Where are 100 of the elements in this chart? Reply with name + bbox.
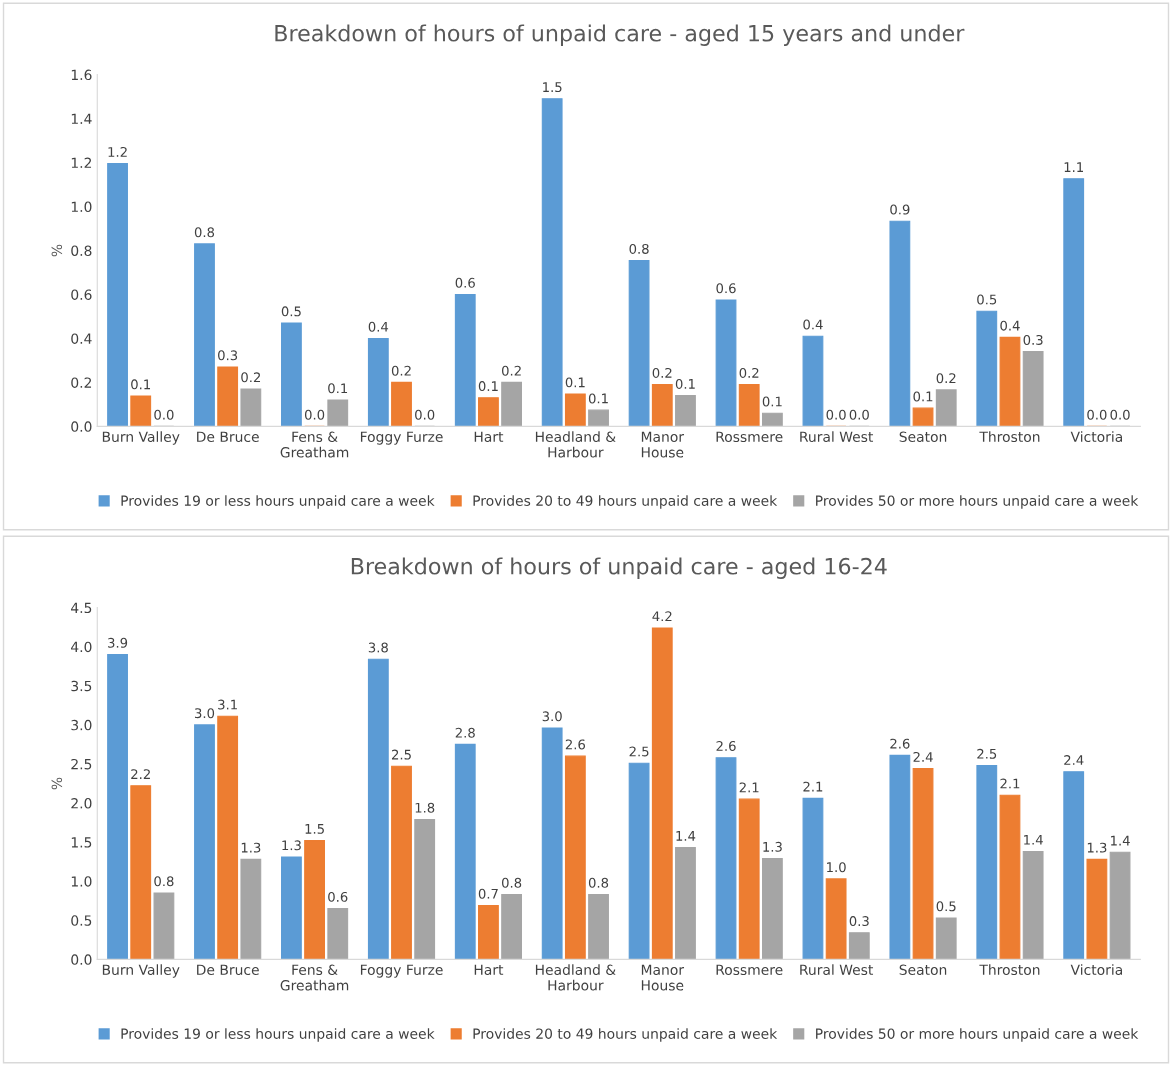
data-label: 0.6 xyxy=(328,891,348,902)
y-tick-label: 3.5 xyxy=(71,680,92,692)
x-tick-label: Foggy Furze xyxy=(360,431,443,445)
data-label: 0.7 xyxy=(478,888,498,899)
data-label: 3.0 xyxy=(542,711,562,722)
data-label: 1.4 xyxy=(676,831,696,841)
data-label: 0.1 xyxy=(913,391,933,402)
y-tick-label: 4.0 xyxy=(71,641,92,653)
data-label: 4.2 xyxy=(652,611,672,622)
y-tick-label: 4.5 xyxy=(71,602,92,614)
data-label: 0.8 xyxy=(629,243,649,254)
data-label: 1.8 xyxy=(415,802,435,813)
data-label: 0.1 xyxy=(565,377,585,388)
y-tick-label: 1.4 xyxy=(71,113,92,124)
y-tick-label: 0.0 xyxy=(71,954,92,965)
y-tick-label: 0.0 xyxy=(71,421,92,432)
data-label: 0.0 xyxy=(826,409,846,420)
data-label: 0.2 xyxy=(501,365,521,376)
data-label: 0.8 xyxy=(588,877,609,888)
data-label: 0.2 xyxy=(391,365,411,376)
data-label: 1.4 xyxy=(1024,834,1043,845)
data-label: 3.1 xyxy=(218,699,237,710)
data-label: 0.1 xyxy=(328,383,348,394)
data-label: 0.5 xyxy=(281,306,301,317)
data-label: 3.8 xyxy=(368,642,388,653)
legend-label: Provides 20 to 49 hours unpaid care a week xyxy=(473,495,778,509)
data-label: 1.5 xyxy=(543,82,562,93)
y-tick-label: 0.2 xyxy=(71,377,92,388)
legend-label: Provides 50 or more hours unpaid care a week xyxy=(816,495,1139,509)
data-label: 0.1 xyxy=(478,381,498,392)
y-axis-title: % xyxy=(51,777,63,790)
data-label: 3.9 xyxy=(108,637,128,648)
data-label: 0.0 xyxy=(154,409,174,420)
data-label: 1.3 xyxy=(763,841,782,852)
data-label: 2.6 xyxy=(890,738,910,749)
y-tick-label: 0.4 xyxy=(71,333,92,344)
data-label: 0.2 xyxy=(739,367,759,378)
y-tick-label: 0.6 xyxy=(71,289,92,300)
data-label: 0.4 xyxy=(368,321,389,332)
data-label: 0.6 xyxy=(716,283,736,294)
x-tick-label: Seaton xyxy=(899,964,947,976)
y-tick-label: 1.2 xyxy=(71,157,92,168)
x-tick-label: Hart xyxy=(474,431,504,443)
data-label: 0.0 xyxy=(415,409,435,420)
x-tick-label: De Bruce xyxy=(197,431,259,443)
data-label: 2.5 xyxy=(629,746,649,757)
x-tick-label: Burn Valley xyxy=(102,431,180,445)
chart-title: Breakdown of hours of unpaid care - aged 16-24 xyxy=(351,557,887,579)
data-label: 2.1 xyxy=(739,782,759,793)
x-tick-label: Burn Valley xyxy=(102,964,180,978)
data-label: 0.4 xyxy=(1000,320,1020,331)
data-label: 2.4 xyxy=(913,751,933,762)
data-label: 1.2 xyxy=(108,146,127,157)
data-label: 0.1 xyxy=(588,393,608,404)
data-label: 2.5 xyxy=(977,748,997,759)
x-tick-label: Manor House xyxy=(641,964,685,991)
x-tick-label: Headland & Harbour xyxy=(535,964,616,991)
y-tick-label: 0.5 xyxy=(71,915,92,926)
data-label: 0.6 xyxy=(455,277,475,288)
legend-label: Provides 19 or less hours unpaid care a week xyxy=(121,495,435,509)
data-label: 0.2 xyxy=(936,373,956,384)
y-tick-label: 1.5 xyxy=(71,837,92,848)
data-label: 0.8 xyxy=(154,876,174,887)
data-label: 0.9 xyxy=(890,204,910,215)
data-label: 1.5 xyxy=(305,824,324,834)
y-axis-title: % xyxy=(51,244,63,257)
data-label: 1.1 xyxy=(1064,162,1083,172)
y-tick-label: 1.0 xyxy=(71,201,92,213)
x-tick-label: Victoria xyxy=(1070,964,1122,976)
data-label: 2.5 xyxy=(391,749,411,760)
data-label: 0.3 xyxy=(218,350,238,361)
x-tick-label: Headland & Harbour xyxy=(535,431,616,458)
x-tick-label: Foggy Furze xyxy=(360,964,443,978)
data-label: 1.4 xyxy=(1111,835,1130,846)
x-tick-label: Seaton xyxy=(899,431,947,443)
x-tick-label: Fens & Greatham xyxy=(280,964,349,991)
data-label: 2.6 xyxy=(716,741,736,751)
y-tick-label: 1.0 xyxy=(71,876,92,887)
data-label: 2.4 xyxy=(1064,755,1084,765)
x-tick-label: Throston xyxy=(979,964,1040,976)
data-label: 0.3 xyxy=(849,916,869,927)
data-label: 0.8 xyxy=(501,877,522,888)
data-label: 2.8 xyxy=(455,727,475,738)
legend-label: Provides 50 or more hours unpaid care a week xyxy=(816,1028,1139,1042)
data-label: 0.1 xyxy=(675,378,695,389)
x-tick-label: De Bruce xyxy=(197,964,259,976)
data-label: 0.8 xyxy=(194,227,215,238)
data-label: 0.1 xyxy=(762,396,782,407)
x-tick-label: Victoria xyxy=(1070,431,1122,443)
data-label: 1.3 xyxy=(241,842,261,853)
data-label: 1.3 xyxy=(1087,842,1107,853)
data-label: 0.0 xyxy=(1087,409,1107,420)
x-tick-label: Manor House xyxy=(641,431,685,458)
data-label: 1.3 xyxy=(282,840,301,851)
x-tick-label: Fens & Greatham xyxy=(280,431,349,458)
data-label: 1.0 xyxy=(827,862,846,873)
data-label: 0.1 xyxy=(131,379,151,390)
legend-label: Provides 19 or less hours unpaid care a week xyxy=(121,1028,435,1042)
data-label: 3.0 xyxy=(195,708,215,719)
y-tick-label: 2.5 xyxy=(71,758,92,770)
